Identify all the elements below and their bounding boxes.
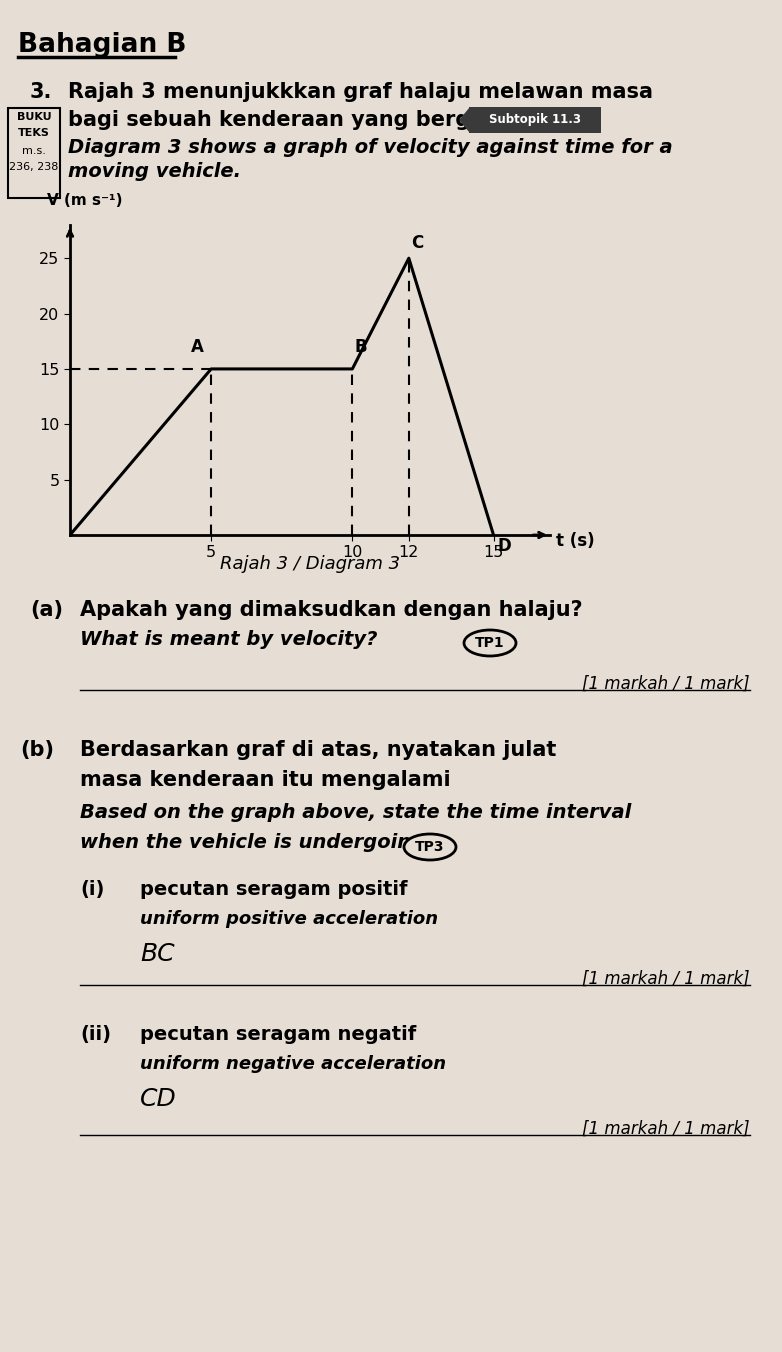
Text: C: C [411, 234, 423, 251]
Text: 236, 238: 236, 238 [9, 162, 59, 172]
Text: pecutan seragam negatif: pecutan seragam negatif [140, 1025, 416, 1044]
Text: (i): (i) [80, 880, 104, 899]
Text: Berdasarkan graf di atas, nyatakan julat: Berdasarkan graf di atas, nyatakan julat [80, 740, 556, 760]
Text: Rajah 3 menunjukkkan graf halaju melawan masa: Rajah 3 menunjukkkan graf halaju melawan… [68, 82, 653, 101]
Text: masa kenderaan itu mengalami: masa kenderaan itu mengalami [80, 771, 450, 790]
Text: pecutan seragam positif: pecutan seragam positif [140, 880, 407, 899]
Text: V (m s⁻¹): V (m s⁻¹) [48, 193, 123, 208]
Text: [1 markah / 1 mark]: [1 markah / 1 mark] [583, 1119, 750, 1138]
Text: BC: BC [140, 942, 174, 965]
Text: Based on the graph above, state the time interval: Based on the graph above, state the time… [80, 803, 631, 822]
Text: (ii): (ii) [80, 1025, 111, 1044]
Text: 3.: 3. [30, 82, 52, 101]
Ellipse shape [464, 630, 516, 656]
Text: TP1: TP1 [475, 635, 505, 650]
Text: TEKS: TEKS [18, 128, 50, 138]
Text: when the vehicle is undergoing a: when the vehicle is undergoing a [80, 833, 445, 852]
Text: (a): (a) [30, 600, 63, 621]
Text: (b): (b) [20, 740, 54, 760]
Text: uniform negative acceleration: uniform negative acceleration [140, 1055, 446, 1073]
Text: [1 markah / 1 mark]: [1 markah / 1 mark] [583, 675, 750, 694]
Text: [1 markah / 1 mark]: [1 markah / 1 mark] [583, 969, 750, 988]
Text: uniform positive acceleration: uniform positive acceleration [140, 910, 438, 927]
FancyBboxPatch shape [8, 108, 60, 197]
Text: m.s.: m.s. [22, 146, 46, 155]
FancyBboxPatch shape [469, 107, 601, 132]
Ellipse shape [404, 834, 456, 860]
Text: bagi sebuah kenderaan yang bergerak.: bagi sebuah kenderaan yang bergerak. [68, 110, 531, 130]
Text: Subtopik 11.3: Subtopik 11.3 [489, 114, 581, 127]
Text: moving vehicle.: moving vehicle. [68, 162, 241, 181]
Text: D: D [498, 537, 511, 554]
Text: t (s): t (s) [556, 531, 594, 549]
Text: B: B [354, 338, 367, 356]
Text: TP3: TP3 [415, 840, 445, 854]
Polygon shape [460, 108, 470, 132]
Text: Bahagian B: Bahagian B [18, 32, 186, 58]
Text: Apakah yang dimaksudkan dengan halaju?: Apakah yang dimaksudkan dengan halaju? [80, 600, 583, 621]
Text: A: A [191, 338, 203, 356]
Text: BUKU: BUKU [16, 112, 52, 122]
Text: Diagram 3 shows a graph of velocity against time for a: Diagram 3 shows a graph of velocity agai… [68, 138, 673, 157]
Text: CD: CD [140, 1087, 177, 1111]
Text: What is meant by velocity?: What is meant by velocity? [80, 630, 378, 649]
Text: Rajah 3 / Diagram 3: Rajah 3 / Diagram 3 [220, 556, 400, 573]
